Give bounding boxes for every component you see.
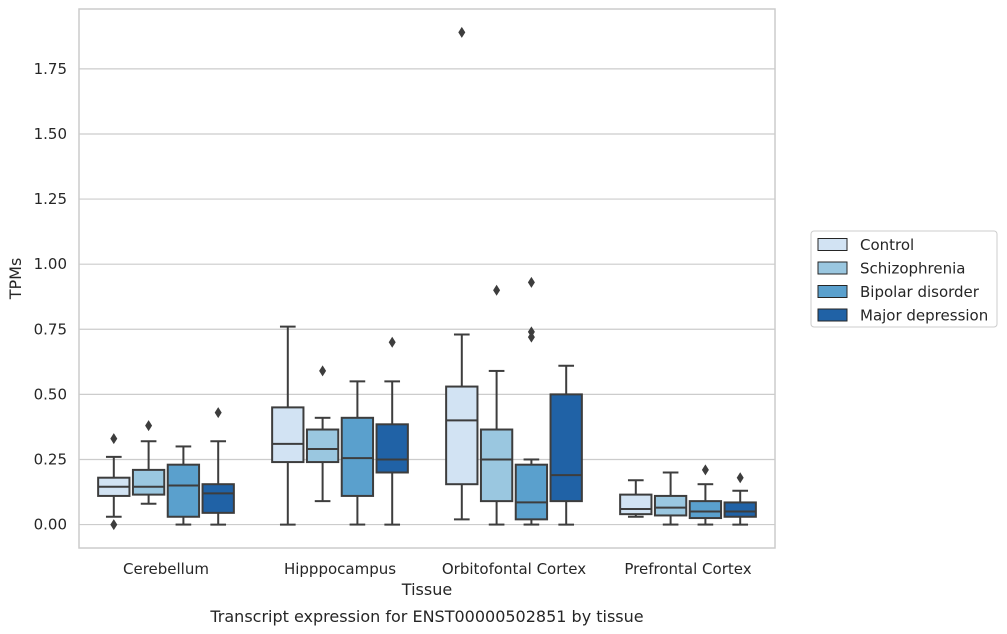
y-tick-label-3: 0.75 bbox=[34, 320, 67, 338]
y-tick-label-6: 1.50 bbox=[34, 125, 67, 143]
legend-label-0: Control bbox=[860, 236, 914, 254]
legend-swatch-3 bbox=[817, 308, 848, 322]
box-3-0 bbox=[619, 479, 653, 518]
outlier-1 bbox=[110, 519, 118, 531]
box-2-3 bbox=[549, 364, 583, 526]
box-body bbox=[201, 483, 235, 514]
box-0-3 bbox=[201, 407, 235, 526]
box-3-2 bbox=[688, 464, 723, 526]
legend: Control Schizophrenia Bipolar disorder Majo… bbox=[810, 230, 998, 328]
legend-swatch-2 bbox=[817, 285, 848, 298]
outlier-0 bbox=[493, 284, 501, 296]
outlier-0 bbox=[527, 276, 535, 288]
x-tick-label-3: Prefrontal Cortex bbox=[624, 560, 751, 578]
x-axis-label: Tissue bbox=[401, 580, 452, 599]
outlier-0 bbox=[388, 336, 396, 348]
legend-label-1: Schizophrenia bbox=[860, 260, 965, 278]
legend-label-2: Bipolar disorder bbox=[860, 283, 980, 301]
box-body bbox=[131, 468, 166, 496]
outlier-0 bbox=[458, 26, 466, 38]
box-0-2 bbox=[166, 445, 201, 526]
outlier-0 bbox=[736, 472, 744, 484]
y-tick-label-4: 1.00 bbox=[34, 255, 67, 273]
outlier-2 bbox=[527, 331, 535, 343]
box-1-0 bbox=[271, 325, 305, 526]
x-axis-ticks: Cerebellum Hipppocampus Orbitofontal Corte… bbox=[123, 560, 752, 578]
y-tick-label-0: 0.00 bbox=[34, 516, 67, 534]
x-tick-label-0: Cerebellum bbox=[123, 560, 209, 578]
box-0-1 bbox=[131, 420, 166, 505]
y-tick-label-2: 0.50 bbox=[34, 385, 67, 403]
box-body bbox=[166, 463, 201, 518]
x-tick-label-1: Hipppocampus bbox=[284, 560, 396, 578]
boxes bbox=[97, 26, 757, 531]
y-tick-label-5: 1.25 bbox=[34, 190, 67, 208]
box-3-1 bbox=[653, 471, 688, 526]
box-body bbox=[688, 500, 723, 520]
x-tick-label-2: Orbitofontal Cortex bbox=[442, 560, 586, 578]
box-body bbox=[514, 463, 549, 521]
box-1-2 bbox=[340, 380, 375, 526]
box-body bbox=[375, 423, 409, 474]
y-tick-label-7: 1.75 bbox=[34, 60, 67, 78]
outlier-0 bbox=[110, 433, 118, 445]
y-tick-label-1: 0.25 bbox=[34, 450, 67, 468]
outlier-0 bbox=[214, 407, 222, 419]
outlier-0 bbox=[701, 464, 709, 476]
y-axis-label: TPMs bbox=[6, 258, 25, 301]
legend-label-3: Major depression bbox=[860, 307, 988, 325]
box-body bbox=[479, 428, 514, 503]
figure-caption: Transcript expression for ENST0000050285… bbox=[209, 607, 643, 626]
legend-frame bbox=[810, 230, 998, 328]
box-body bbox=[305, 428, 340, 464]
box-body bbox=[340, 416, 375, 497]
box-0-0 bbox=[97, 433, 131, 531]
legend-swatch-1 bbox=[817, 261, 848, 275]
y-axis-ticks: 0.00 0.25 0.50 0.75 1.00 1.25 1.50 1.75 bbox=[34, 60, 67, 534]
box-2-1 bbox=[479, 284, 514, 526]
box-body bbox=[723, 501, 757, 518]
box-body bbox=[445, 385, 479, 486]
legend-swatch-0 bbox=[817, 238, 848, 251]
box-body bbox=[549, 393, 583, 503]
outlier-0 bbox=[145, 420, 153, 432]
outlier-0 bbox=[319, 365, 327, 377]
box-3-3 bbox=[723, 472, 757, 526]
box-body bbox=[271, 406, 305, 464]
box-2-2 bbox=[514, 276, 549, 526]
box-1-3 bbox=[375, 336, 409, 526]
gridlines bbox=[79, 68, 775, 526]
plot-frame bbox=[78, 8, 776, 549]
box-body bbox=[653, 494, 688, 517]
box-body bbox=[619, 493, 653, 516]
box-2-0 bbox=[445, 26, 479, 521]
box-1-1 bbox=[305, 365, 340, 503]
